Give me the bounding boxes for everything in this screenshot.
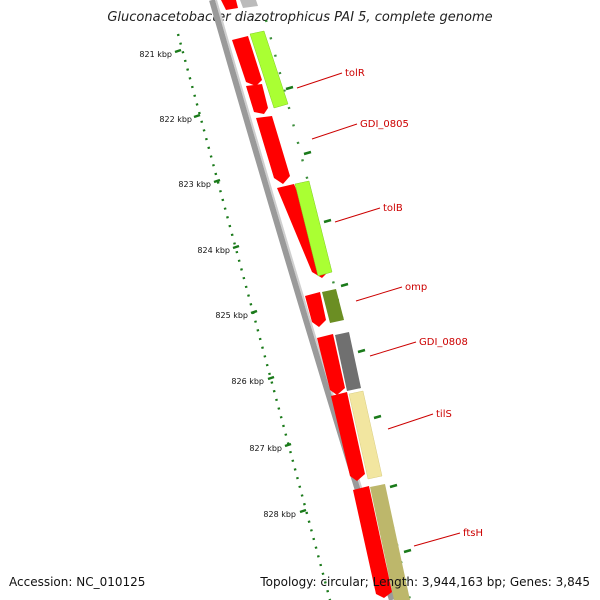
gene-leader-tilS bbox=[387, 413, 434, 430]
gene-label-ftsH: ftsH bbox=[463, 528, 483, 539]
outer-tick bbox=[389, 483, 398, 489]
ruler-tick bbox=[299, 508, 307, 514]
outer-tick bbox=[340, 282, 349, 288]
gene-label-GDI_0808: GDI_0808 bbox=[419, 337, 468, 348]
gene-omp bbox=[322, 289, 344, 323]
ruler-tick bbox=[232, 244, 240, 250]
ruler-tick bbox=[193, 113, 201, 119]
ruler-tick bbox=[174, 48, 182, 54]
gene-tolR bbox=[249, 30, 289, 109]
ruler-tick bbox=[284, 442, 292, 448]
tick-label: 823 kbp bbox=[178, 180, 211, 189]
gene-GDI_0808 bbox=[335, 332, 361, 391]
gene-leader-GDI_0805 bbox=[311, 123, 358, 140]
outer-tick bbox=[323, 218, 332, 224]
cds-arrow bbox=[256, 116, 290, 184]
tick-label: 828 kbp bbox=[263, 510, 296, 519]
gene-leader-tolB bbox=[334, 207, 381, 223]
genome-summary-text: Topology: circular; Length: 3,944,163 bp… bbox=[260, 575, 590, 589]
gene-tilS bbox=[348, 390, 383, 480]
outer-tick bbox=[373, 414, 382, 420]
cds-arrow bbox=[353, 486, 392, 598]
feature-top-partial-grey bbox=[240, 0, 258, 8]
gene-leader-tolR bbox=[296, 72, 343, 89]
tick-label: 827 kbp bbox=[249, 444, 282, 453]
gene-label-tolR: tolR bbox=[345, 68, 365, 79]
gene-ftsH bbox=[370, 484, 410, 600]
gene-leader-omp bbox=[355, 286, 403, 302]
tick-label: 824 kbp bbox=[197, 246, 230, 255]
tick-label: 826 kbp bbox=[231, 377, 264, 386]
gene-label-omp: omp bbox=[405, 282, 427, 293]
cds-arrow-top-partial bbox=[221, 0, 238, 10]
gene-label-GDI_0805: GDI_0805 bbox=[360, 119, 409, 130]
map-title: Gluconacetobacter diazotrophicus PAI 5, … bbox=[107, 10, 493, 25]
cds-arrow bbox=[246, 84, 268, 114]
ruler-tick bbox=[213, 178, 221, 184]
tick-label: 821 kbp bbox=[139, 50, 172, 59]
ruler-tick bbox=[250, 309, 258, 315]
gene-label-tolB: tolB bbox=[383, 203, 403, 214]
tick-label: 822 kbp bbox=[159, 115, 192, 124]
cds-arrow bbox=[305, 292, 326, 327]
outer-tick bbox=[357, 348, 366, 354]
tick-label: 825 kbp bbox=[215, 311, 248, 320]
outer-tick bbox=[403, 548, 412, 554]
gene-leader-GDI_0808 bbox=[369, 341, 417, 357]
gene-label-tilS: tilS bbox=[436, 409, 452, 420]
cds-arrow bbox=[232, 36, 262, 86]
ruler-tick bbox=[267, 375, 275, 381]
gene-leader-ftsH bbox=[413, 532, 461, 547]
accession-text: Accession: NC_010125 bbox=[9, 575, 146, 589]
cds-arrow bbox=[317, 334, 345, 395]
outer-tick bbox=[303, 150, 312, 156]
outer-tick bbox=[285, 85, 294, 91]
gene-tolB bbox=[294, 180, 333, 277]
cds-arrow bbox=[331, 392, 365, 481]
